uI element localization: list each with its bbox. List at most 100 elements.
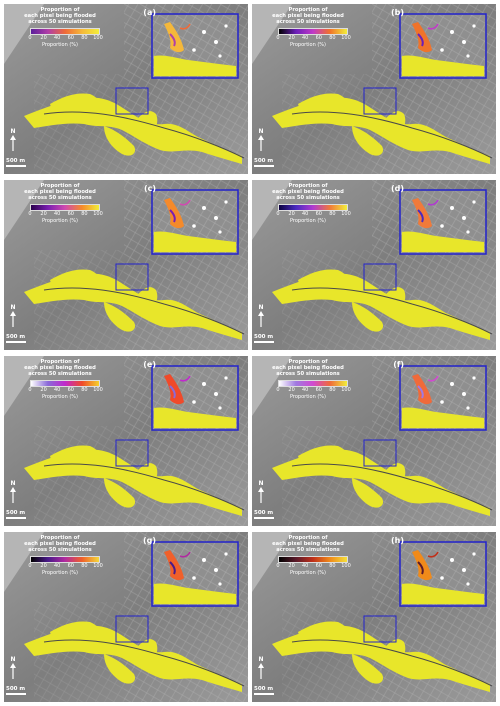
north-label: N <box>258 480 264 487</box>
panel-letter: (e) <box>143 360 156 369</box>
colorbar-tick: 60 <box>315 211 322 217</box>
colorbar-axis-label: Proportion (%) <box>289 394 327 400</box>
flood-extent-south <box>352 126 384 156</box>
scale-label: 500 m <box>254 334 274 340</box>
coast-area <box>4 532 44 592</box>
flood-extent-south <box>104 126 136 156</box>
legend-title-line2: each pixel being flooded <box>24 541 96 547</box>
colorbar-tick: 0 <box>276 563 280 569</box>
hillshade-map <box>252 4 496 174</box>
inset-locator-box <box>363 263 397 291</box>
legend-title-line3: across 50 simulations <box>276 195 340 201</box>
colorbar-tick: 100 <box>93 211 103 217</box>
north-arrow-icon <box>258 135 264 151</box>
inset-map <box>399 365 487 431</box>
north-arrow: N <box>8 304 18 329</box>
colorbar-tick: 80 <box>329 211 336 217</box>
colorbar-ticks: 0 20 40 60 80 100 <box>10 387 112 394</box>
legend-title-line1: Proportion of <box>288 535 328 541</box>
inset-map <box>399 13 487 79</box>
flood-extent-south <box>352 478 384 508</box>
colorbar <box>278 28 348 35</box>
colorbar-legend: Proportion of each pixel being flooded a… <box>256 359 360 400</box>
north-arrow: N <box>256 656 266 681</box>
legend-title-line3: across 50 simulations <box>276 547 340 553</box>
colorbar-tick: 100 <box>93 387 103 393</box>
colorbar-axis-label: Proportion (%) <box>289 218 327 224</box>
colorbar <box>30 28 100 35</box>
scale-bar <box>6 341 26 343</box>
flood-extent-upper <box>298 445 362 474</box>
colorbar-tick: 80 <box>81 563 88 569</box>
colorbar-tick: 0 <box>276 35 280 41</box>
inset-locator-box <box>115 439 149 467</box>
legend-title-line3: across 50 simulations <box>28 19 92 25</box>
inset-map <box>399 189 487 255</box>
map-panel: Proportion of each pixel being flooded a… <box>252 180 496 350</box>
colorbar-tick: 100 <box>341 211 351 217</box>
colorbar-axis-label: Proportion (%) <box>41 42 79 48</box>
colorbar <box>278 380 348 387</box>
hillshade-map <box>4 532 248 702</box>
map-panel: Proportion of each pixel being flooded a… <box>4 4 248 174</box>
map-panel: Proportion of each pixel being flooded a… <box>4 180 248 350</box>
panel-letter: (a) <box>143 8 156 17</box>
north-arrow-icon <box>258 311 264 327</box>
flood-extent-upper <box>50 93 114 122</box>
legend-title-line1: Proportion of <box>288 359 328 365</box>
north-label: N <box>10 128 16 135</box>
north-arrow: N <box>256 480 266 505</box>
colorbar-tick: 0 <box>276 387 280 393</box>
colorbar-ticks: 0 20 40 60 80 100 <box>10 211 112 218</box>
north-arrow: N <box>256 304 266 329</box>
flood-extent-upper <box>50 445 114 474</box>
coast-area <box>252 180 292 240</box>
colorbar-tick: 20 <box>288 35 295 41</box>
colorbar-legend: Proportion of each pixel being flooded a… <box>8 535 112 576</box>
flood-extent-main <box>272 449 490 516</box>
inset-locator-box <box>363 439 397 467</box>
map-panel: Proportion of each pixel being flooded a… <box>4 356 248 526</box>
colorbar-tick: 100 <box>93 35 103 41</box>
river-channel <box>43 287 245 335</box>
scale-bar <box>6 517 26 519</box>
scale-bar <box>6 693 26 695</box>
north-label: N <box>258 128 264 135</box>
flood-extent-south <box>352 302 384 332</box>
inset-map <box>151 365 239 431</box>
flood-extent-south <box>104 302 136 332</box>
legend-title-line1: Proportion of <box>40 7 80 13</box>
colorbar-legend: Proportion of each pixel being flooded a… <box>8 183 112 224</box>
colorbar <box>278 556 348 563</box>
flood-extent-upper <box>50 269 114 298</box>
inset-map <box>151 13 239 79</box>
colorbar-tick: 60 <box>315 387 322 393</box>
colorbar-tick: 20 <box>40 387 47 393</box>
north-label: N <box>10 656 16 663</box>
scale-label: 500 m <box>254 686 274 692</box>
scale-bar <box>254 165 274 167</box>
map-panel: Proportion of each pixel being flooded a… <box>252 356 496 526</box>
scale-label: 500 m <box>6 510 26 516</box>
hillshade-map <box>252 356 496 526</box>
flood-extent-main <box>272 97 490 164</box>
flood-extent-main <box>272 273 490 340</box>
colorbar-tick: 100 <box>341 387 351 393</box>
colorbar-ticks: 0 20 40 60 80 100 <box>10 563 112 570</box>
north-arrow-icon <box>258 663 264 679</box>
legend-title-line2: each pixel being flooded <box>272 189 344 195</box>
hillshade-map <box>4 356 248 526</box>
colorbar-tick: 80 <box>329 563 336 569</box>
legend-title-line3: across 50 simulations <box>276 19 340 25</box>
flood-extent-upper <box>298 269 362 298</box>
colorbar-tick: 40 <box>54 387 61 393</box>
colorbar-axis-label: Proportion (%) <box>41 218 79 224</box>
colorbar-tick: 40 <box>54 211 61 217</box>
flood-extent-south <box>104 478 136 508</box>
colorbar-ticks: 0 20 40 60 80 100 <box>10 35 112 42</box>
colorbar-tick: 40 <box>54 35 61 41</box>
colorbar-axis-label: Proportion (%) <box>289 42 327 48</box>
colorbar-tick: 20 <box>288 563 295 569</box>
colorbar-ticks: 0 20 40 60 80 100 <box>258 35 360 42</box>
